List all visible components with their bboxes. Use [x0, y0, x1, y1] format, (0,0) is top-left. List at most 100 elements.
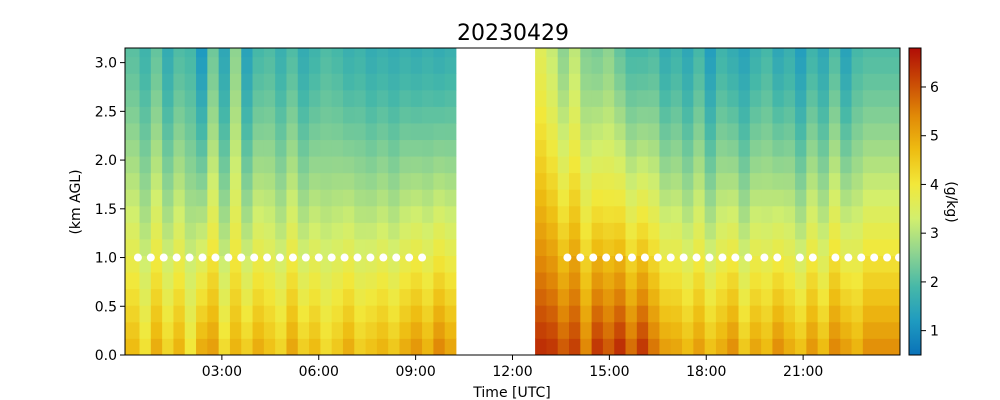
- heatmap-cell: [546, 56, 559, 74]
- heatmap-cell: [569, 288, 581, 306]
- heatmap-cell: [659, 123, 672, 141]
- marker-point: [563, 253, 572, 262]
- heatmap-cell: [125, 205, 140, 223]
- heatmap-cell: [410, 222, 423, 240]
- heatmap-cell: [795, 288, 807, 306]
- heatmap-cell: [286, 139, 299, 157]
- heatmap-cell: [162, 106, 174, 124]
- heatmap-cell: [840, 338, 852, 356]
- heatmap-cell: [410, 56, 423, 74]
- marker-point: [653, 253, 662, 262]
- heatmap-cell: [150, 338, 163, 356]
- heatmap-cell: [659, 338, 672, 356]
- heatmap-cell: [196, 189, 208, 207]
- heatmap-cell: [772, 89, 785, 107]
- heatmap-cell: [331, 172, 344, 190]
- heatmap-cell: [557, 106, 570, 124]
- heatmap-cell: [636, 321, 649, 339]
- heatmap-cell: [636, 288, 649, 306]
- heatmap-cell: [173, 239, 186, 256]
- heatmap-cell: [331, 255, 344, 273]
- heatmap-cell: [648, 255, 660, 273]
- heatmap-cell: [365, 338, 378, 356]
- heatmap-cell: [139, 272, 152, 290]
- heatmap-cell: [410, 89, 423, 107]
- heatmap-cell: [648, 123, 660, 141]
- heatmap-cell: [591, 239, 604, 256]
- heatmap-cell: [150, 239, 163, 256]
- heatmap-cell: [828, 156, 841, 174]
- heatmap-cell: [738, 189, 751, 207]
- heatmap-cell: [173, 106, 186, 124]
- heatmap-cell: [331, 338, 344, 356]
- marker-point: [172, 253, 181, 262]
- heatmap-cell: [388, 255, 400, 273]
- heatmap-cell: [331, 123, 344, 141]
- heatmap-cell: [139, 172, 152, 190]
- heatmap-cell: [625, 255, 638, 273]
- heatmap-cell: [433, 106, 446, 124]
- heatmap-cell: [851, 156, 864, 174]
- heatmap-cell: [670, 172, 683, 190]
- heatmap-cell: [569, 156, 581, 174]
- heatmap-cell: [828, 48, 841, 58]
- heatmap-cell: [715, 288, 728, 306]
- heatmap-cell: [783, 205, 796, 223]
- heatmap-cell: [275, 321, 287, 339]
- heatmap-cell: [704, 239, 717, 256]
- marker-point: [379, 253, 388, 262]
- heatmap-cell: [682, 189, 694, 207]
- heatmap-cell: [670, 272, 683, 290]
- heatmap-cell: [840, 172, 852, 190]
- heatmap-cell: [557, 139, 570, 157]
- heatmap-cell: [309, 205, 321, 223]
- heatmap-cell: [648, 156, 660, 174]
- marker-point: [301, 253, 310, 262]
- heatmap-cell: [704, 172, 717, 190]
- heatmap-cell: [738, 288, 751, 306]
- heatmap-cell: [365, 288, 378, 306]
- heatmap-cell: [535, 73, 547, 91]
- marker-points: [133, 253, 903, 262]
- heatmap-cell: [682, 89, 694, 107]
- heatmap-cell: [772, 106, 785, 124]
- heatmap-cell: [241, 205, 253, 223]
- heatmap-cell: [535, 272, 547, 290]
- heatmap-cell: [704, 338, 717, 356]
- heatmap-cell: [331, 222, 344, 240]
- heatmap-cell: [840, 255, 852, 273]
- heatmap-cell: [241, 56, 253, 74]
- heatmap-cell: [207, 89, 220, 107]
- heatmap-cell: [557, 321, 570, 339]
- heatmap-cell: [342, 56, 355, 74]
- marker-point: [773, 253, 782, 262]
- heatmap-cell: [715, 89, 728, 107]
- heatmap-cell: [795, 205, 807, 223]
- heatmap-cell: [125, 321, 140, 339]
- heatmap-cell: [433, 189, 446, 207]
- heatmap-cell: [670, 123, 683, 141]
- heatmap-cell: [342, 123, 355, 141]
- heatmap-cell: [682, 56, 694, 74]
- heatmap-cell: [682, 139, 694, 157]
- marker-point: [418, 253, 427, 262]
- heatmap-cell: [602, 106, 615, 124]
- heatmap-cell: [320, 338, 333, 356]
- heatmap-cell: [715, 255, 728, 273]
- heatmap-cell: [602, 222, 615, 240]
- heatmap-cell: [139, 255, 152, 273]
- heatmap-cell: [648, 305, 660, 323]
- heatmap-cell: [772, 222, 785, 240]
- heatmap-cell: [184, 139, 197, 157]
- marker-point: [666, 253, 675, 262]
- heatmap-cell: [580, 123, 593, 141]
- heatmap-cell: [410, 139, 423, 157]
- heatmap-cell: [229, 338, 242, 356]
- heatmap-cell: [535, 189, 547, 207]
- heatmap-cell: [433, 48, 446, 58]
- heatmap-cell: [749, 288, 762, 306]
- heatmap-cell: [184, 305, 197, 323]
- heatmap-cell: [388, 139, 400, 157]
- heatmap-cell: [727, 172, 739, 190]
- heatmap-cell: [727, 272, 739, 290]
